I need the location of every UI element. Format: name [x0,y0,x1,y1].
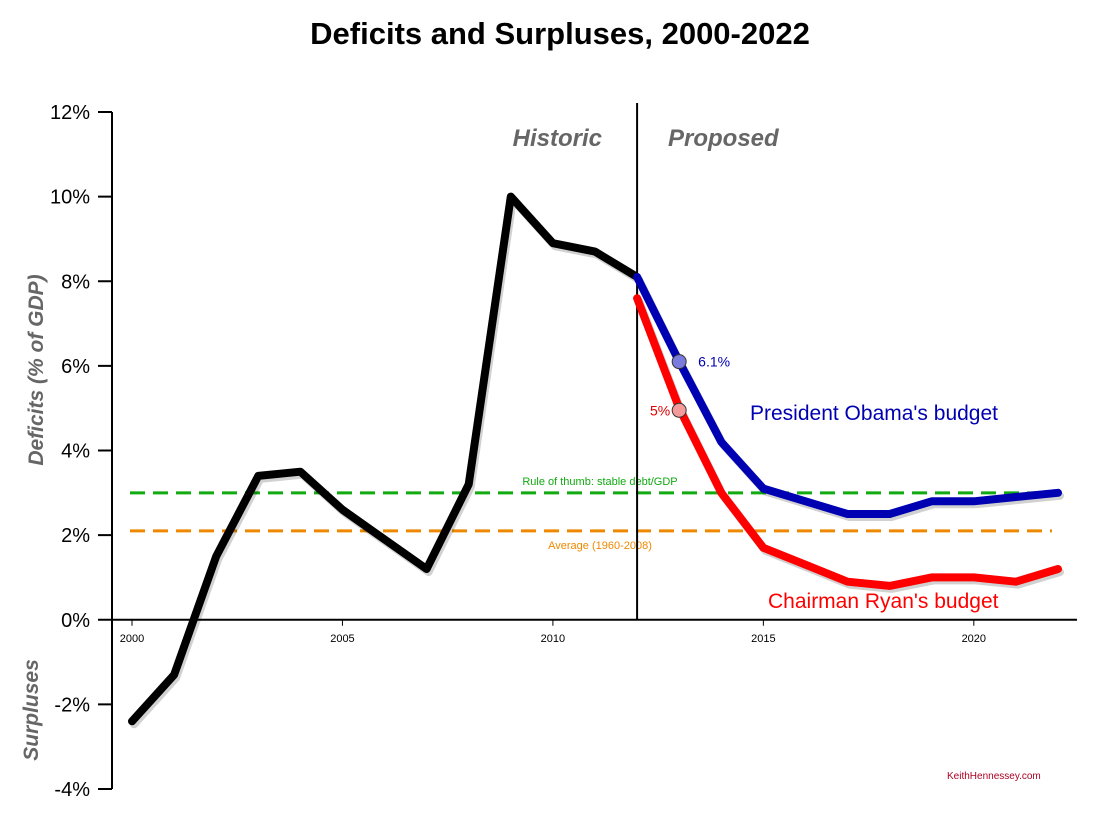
series-line-0 [128,192,642,726]
series-2-point-3 [763,547,764,548]
y-tick-label-5: 2% [61,525,90,547]
y-tick-label-7: -2% [54,694,90,716]
y-tick-label-4: 4% [61,441,90,463]
series-0-point-8 [468,484,469,485]
series-2-point-2 [721,492,722,493]
series-1-point-10 [1058,492,1059,493]
highlight-point-0 [671,354,687,370]
chart-title: Deficits and Surpluses, 2000-2022 [310,16,810,51]
series-1-point-9 [1015,497,1016,498]
series-line-1 [633,273,1062,518]
series-1-point-6 [889,513,890,514]
y-tick-label-2: 8% [61,271,90,293]
series-0-point-6 [384,539,385,540]
reference-line-label-0: Rule of thumb: stable debt/GDP [522,476,677,488]
series-0-point-4 [300,471,301,472]
y-tick-label-0: 12% [50,102,90,124]
series-0-point-9 [510,196,511,197]
series-2-point-8 [973,577,974,578]
region-label-proposed: Proposed [668,125,780,152]
series-2-point-5 [847,581,848,582]
series-2-point-0 [637,298,638,299]
series-2-point-9 [1015,581,1016,582]
series-0-point-1 [174,674,175,675]
x-tick-label-1: 2005 [330,633,354,645]
series-line-2 [633,294,1062,590]
x-tick-label-4: 2020 [962,633,986,645]
series-1-point-5 [847,513,848,514]
series-label-ryan: Chairman Ryan's budget [768,590,999,613]
reference-lines: Rule of thumb: stable debt/GDP Average (1… [130,476,1052,552]
series-0-point-10 [552,243,553,244]
reference-line-label-1: Average (1960-2008) [548,540,652,552]
series-layer [128,192,1064,729]
axes: 12% 10% 8% 6% 4% 2% 0% -2% -4% 2000 2005 2010 2015 20… [50,102,1077,801]
series-2-point-4 [805,564,806,565]
series-shadow-2 [635,297,1064,593]
series-2-point-7 [931,577,932,578]
series-0-point-11 [595,251,596,252]
series-1-point-2 [721,442,722,443]
y-axis-label-deficits: Deficits (% of GDP) [25,274,48,465]
series-0-point-5 [342,509,343,510]
x-tick-label-0: 2000 [120,633,144,645]
y-tick-label-3: 6% [61,356,90,378]
series-1-point-4 [805,501,806,502]
series-0-point-0 [132,721,133,722]
highlight-point-1 [671,402,687,418]
series-1-point-8 [973,501,974,502]
series-1-point-0 [637,277,638,278]
x-tick-label-3: 2015 [751,633,775,645]
y-tick-label-1: 10% [50,187,90,209]
highlight-label-1: 5% [650,402,670,418]
series-0-point-2 [216,556,217,557]
region-label-historic: Historic [513,125,602,152]
series-0-point-3 [258,475,259,476]
y-tick-label-8: -4% [54,779,90,801]
y-axis-label-surpluses: Surpluses [20,659,43,761]
series-label-obama: President Obama's budget [750,402,998,425]
series-shadow-0 [130,195,644,729]
x-tick-label-2: 2010 [541,633,565,645]
highlight-label-0: 6.1% [698,354,730,370]
series-2-point-6 [889,585,890,586]
series-0-point-7 [426,568,427,569]
series-1-point-3 [763,488,764,489]
source-label: KeithHennessey.com [947,771,1041,782]
series-2-point-10 [1058,568,1059,569]
series-1-point-7 [931,501,932,502]
y-tick-label-6: 0% [61,610,90,632]
highlighted-points: 6.1% 5% [650,354,730,419]
